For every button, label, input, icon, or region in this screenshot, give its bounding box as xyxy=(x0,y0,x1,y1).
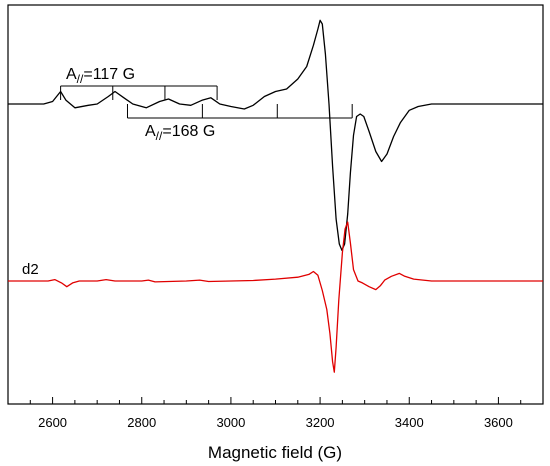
plot-frame xyxy=(7,4,544,405)
series-line-1 xyxy=(8,19,543,251)
series-line-2 xyxy=(8,221,543,373)
x-tick-label-2600: 2600 xyxy=(38,415,67,430)
hyperfine-117-label: A//=117 G xyxy=(66,66,135,86)
x-axis-title: Magnetic field (G) xyxy=(208,443,342,462)
x-axis-ticks: 2600 2800 3000 3200 3400 3600 xyxy=(7,397,544,430)
hyperfine-168-label: A//=168 G xyxy=(145,123,215,143)
x-tick-label-3400: 3400 xyxy=(395,415,424,430)
series-label-d2: d2 xyxy=(22,261,39,278)
hyperfine-annotations: A//=117 G A//=168 G xyxy=(60,66,353,143)
x-tick-label-2800: 2800 xyxy=(127,415,156,430)
series-group xyxy=(8,19,543,373)
x-tick-label-3600: 3600 xyxy=(484,415,513,430)
x-tick-label-3000: 3000 xyxy=(216,415,245,430)
x-tick-label-3200: 3200 xyxy=(306,415,335,430)
